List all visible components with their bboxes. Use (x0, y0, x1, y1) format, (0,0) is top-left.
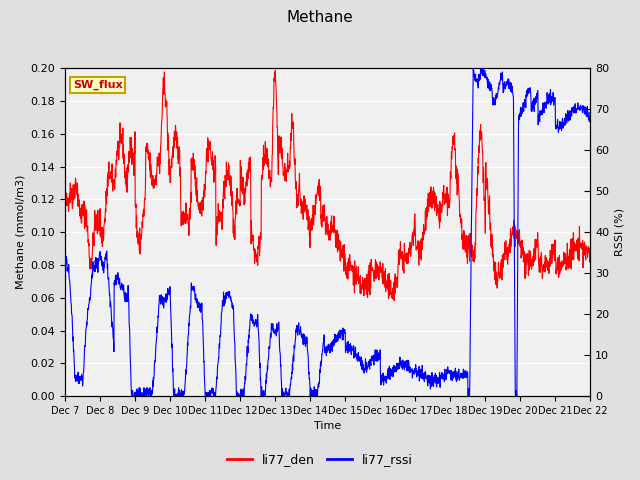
X-axis label: Time: Time (314, 421, 341, 432)
Y-axis label: RSSI (%): RSSI (%) (615, 208, 625, 256)
Legend: li77_den, li77_rssi: li77_den, li77_rssi (222, 448, 418, 471)
Text: Methane: Methane (287, 10, 353, 24)
Text: SW_flux: SW_flux (73, 80, 122, 90)
Y-axis label: Methane (mmol/m3): Methane (mmol/m3) (15, 175, 25, 289)
